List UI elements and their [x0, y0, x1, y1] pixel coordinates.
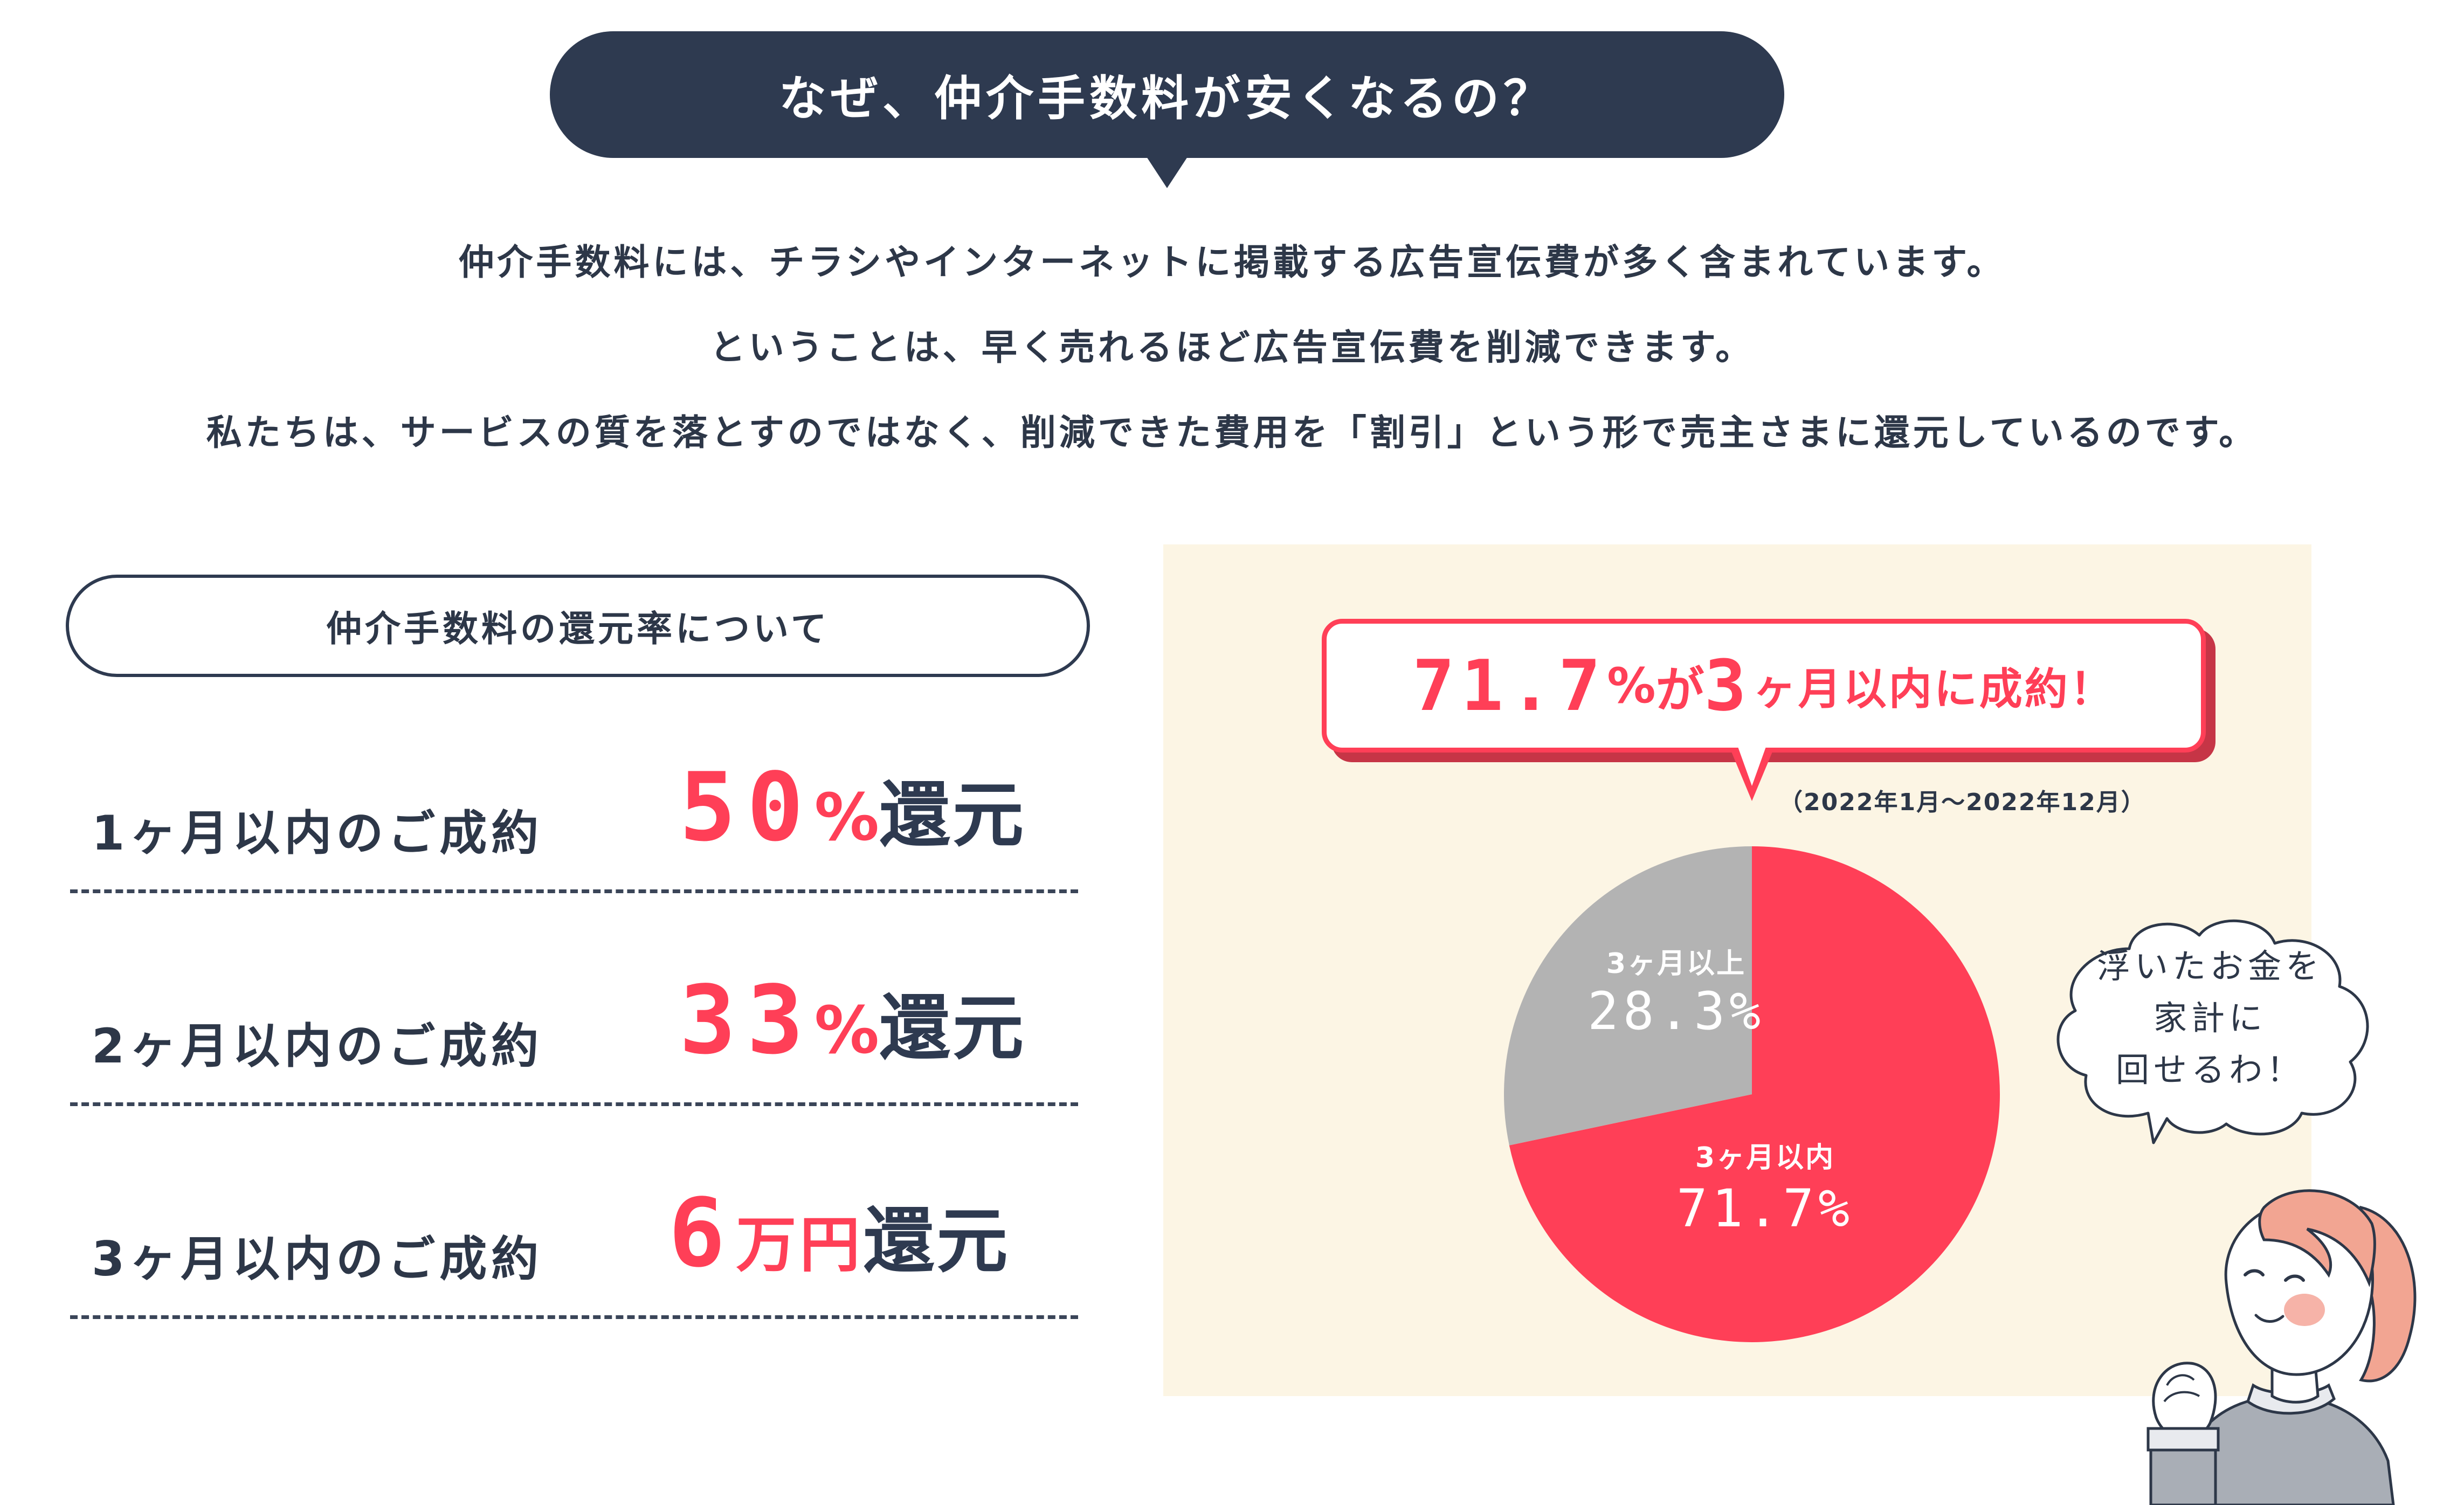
slice-value: 28.3%: [1588, 981, 1765, 1041]
woman-illustration: [2146, 1189, 2417, 1505]
rebate-value: 33%還元: [679, 966, 1026, 1075]
slice-name: 3ヶ月以内: [1695, 1142, 1835, 1174]
slice-label-over: 3ヶ月以上 28.3%: [1588, 941, 1765, 1041]
rebate-row: 2ヶ月以内のご成約 33%還元: [70, 966, 1078, 1106]
callout-connector: が: [1655, 662, 1704, 719]
rebate-suffix: 還元: [879, 987, 1026, 1070]
rebate-row: 3ヶ月以内のご成約 6万円還元: [70, 1179, 1078, 1319]
slice-value: 71.7%: [1676, 1178, 1854, 1239]
page-title: なぜ、仲介手数料が安くなるの？: [778, 71, 1555, 126]
heading-bubble: なぜ、仲介手数料が安くなるの？: [550, 31, 1784, 188]
intro-line-3: 私たちは、サービスの質を落とすのではなく、削減できた費用を「割引」という形で売主…: [206, 412, 2258, 453]
rebate-amount: 6: [668, 1179, 736, 1288]
rebate-period: 1ヶ月以内のご成約: [92, 805, 543, 861]
intro-line-1: 仲介手数料には、チラシやインターネットに掲載する広告宣伝費が多く含まれています。: [458, 241, 2006, 283]
pie-chart-svg: [1504, 846, 2000, 1342]
thought-cloud: [2056, 919, 2369, 1144]
pie-slice: [1504, 846, 1752, 1145]
rebate-period: 2ヶ月以内のご成約: [92, 1018, 543, 1074]
rebate-value: 50%還元: [679, 753, 1026, 862]
rebate-unit: %: [814, 781, 879, 855]
pie-chart: [1499, 841, 2005, 1348]
period-note: （2022年1月〜2022年12月）: [1779, 789, 2146, 816]
result-callout: 71.7% が 3 ヶ月以内に成約！: [1322, 619, 2206, 752]
rebate-suffix: 還元: [879, 774, 1026, 857]
rebate-amount: 33: [679, 966, 815, 1075]
rebate-suffix: 還元: [863, 1200, 1010, 1283]
intro-paragraph: 仲介手数料には、チラシやインターネットに掲載する広告宣伝費が多く含まれています。…: [0, 220, 2464, 475]
callout-rest: ヶ月以内に成約！: [1752, 664, 2115, 714]
rebate-value: 6万円還元: [668, 1179, 1010, 1288]
rebate-amount: 50: [679, 753, 815, 862]
thought-text: 浮いたお金を 家計に 回せるわ！: [2059, 941, 2361, 1096]
rebate-heading: 仲介手数料の還元率について: [326, 608, 830, 650]
slice-label-within: 3ヶ月以内 71.7%: [1676, 1135, 1854, 1239]
rebate-heading-pill: 仲介手数料の還元率について: [66, 575, 1090, 677]
thought-line: 浮いたお金を: [2096, 947, 2323, 986]
thought-line: 回せるわ！: [2115, 1050, 2304, 1089]
rebate-unit: 万円: [736, 1210, 864, 1280]
callout-value: 71.7: [1412, 645, 1607, 727]
pie-slice: [1509, 846, 2000, 1342]
rebate-period: 3ヶ月以内のご成約: [92, 1231, 543, 1287]
callout-percent: %: [1607, 657, 1656, 714]
rebate-unit: %: [814, 993, 879, 1068]
callout-months: 3: [1704, 645, 1753, 727]
callout-tail-fill: [1737, 744, 1767, 786]
thought-line: 家計に: [2153, 998, 2267, 1038]
intro-line-2: ということは、早く売れるほど広告宣伝費を削減できます。: [709, 327, 1755, 368]
slice-name: 3ヶ月以上: [1606, 948, 1747, 980]
rebate-row: 1ヶ月以内のご成約 50%還元: [70, 753, 1078, 893]
